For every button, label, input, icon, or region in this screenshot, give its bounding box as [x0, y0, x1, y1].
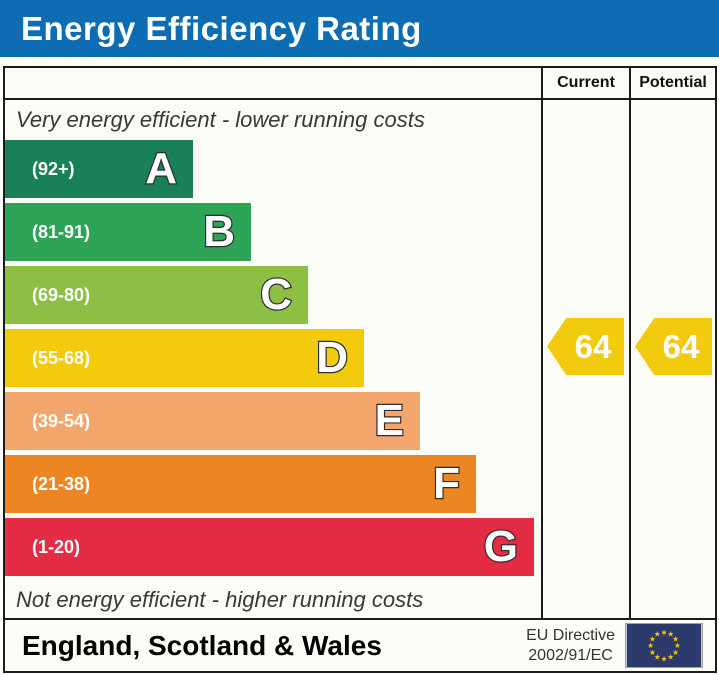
band-letter: B — [202, 207, 236, 256]
current-column-header: Current — [541, 68, 629, 100]
svg-text:★: ★ — [654, 630, 661, 639]
eu-flag-icon: ★ ★ ★ ★ ★ ★ ★ ★ ★ ★ ★ ★ — [625, 623, 703, 668]
band-list: (92+) A (81-91) B (69-80) C (55-68) — [5, 140, 541, 581]
band-range-label: (1-20) — [32, 536, 81, 557]
svg-text:★: ★ — [661, 628, 668, 637]
svg-text:★: ★ — [672, 648, 679, 657]
region-label: England, Scotland & Wales — [22, 629, 382, 661]
band-letter: F — [432, 459, 461, 508]
band-chart-area: Very energy efficient - lower running co… — [5, 100, 541, 618]
band-range-label: (69-80) — [32, 284, 91, 305]
band-letter: A — [144, 144, 178, 193]
band-bar-e: (39-54) E — [5, 392, 420, 450]
eu-directive-text: EU Directive 2002/91/EC — [526, 626, 615, 666]
svg-text:★: ★ — [667, 653, 674, 662]
page-title: Energy Efficiency Rating — [21, 9, 422, 47]
svg-text:★: ★ — [667, 630, 674, 639]
svg-text:★: ★ — [647, 641, 654, 650]
band-range-label: (21-38) — [32, 473, 91, 494]
band-range-label: (55-68) — [32, 347, 91, 368]
current-column: 64 — [541, 100, 629, 618]
caption-top: Very energy efficient - lower running co… — [16, 107, 425, 132]
band-row-e: (39-54) E — [5, 392, 541, 455]
svg-text:★: ★ — [654, 653, 661, 662]
band-row-g: (1-20) G — [5, 518, 541, 581]
band-bar-g: (1-20) G — [5, 518, 534, 576]
svg-text:★: ★ — [674, 641, 681, 650]
band-bar-b: (81-91) B — [5, 203, 251, 261]
band-letter: D — [315, 333, 349, 382]
footer: England, Scotland & Wales EU Directive 2… — [5, 618, 715, 671]
band-bar-c: (69-80) C — [5, 266, 308, 324]
title-bar: Energy Efficiency Rating — [0, 0, 719, 57]
band-row-b: (81-91) B — [5, 203, 541, 266]
svg-text:★: ★ — [672, 634, 679, 643]
epc-chart-table: Current Potential Very energy efficient … — [3, 66, 717, 673]
band-bar-f: (21-38) F — [5, 455, 476, 513]
band-row-a: (92+) A — [5, 140, 541, 203]
caption-bottom: Not energy efficient - higher running co… — [16, 586, 424, 612]
band-row-c: (69-80) C — [5, 266, 541, 329]
band-range-label: (39-54) — [32, 410, 91, 431]
svg-text:★: ★ — [649, 648, 656, 657]
header-spacer — [5, 68, 541, 100]
svg-text:★: ★ — [649, 634, 656, 643]
band-bar-d: (55-68) D — [5, 329, 364, 387]
band-range-label: (81-91) — [32, 221, 91, 242]
band-row-d: (55-68) D — [5, 329, 541, 392]
band-bar-a: (92+) A — [5, 140, 193, 198]
band-letter: E — [373, 396, 405, 445]
current-rating-value: 64 — [574, 327, 612, 365]
eu-directive-line1: EU Directive — [526, 626, 615, 644]
potential-rating-value: 64 — [662, 327, 700, 365]
svg-text:★: ★ — [661, 655, 668, 664]
band-range-label: (92+) — [32, 158, 75, 179]
potential-rating-arrow: 64 — [635, 318, 712, 375]
band-letter: G — [483, 522, 520, 571]
band-row-f: (21-38) F — [5, 455, 541, 518]
current-rating-arrow: 64 — [547, 318, 624, 375]
potential-column-header: Potential — [629, 68, 715, 100]
potential-column: 64 — [629, 100, 715, 618]
band-letter: C — [259, 270, 293, 319]
eu-directive-line2: 2002/91/EC — [528, 646, 613, 664]
